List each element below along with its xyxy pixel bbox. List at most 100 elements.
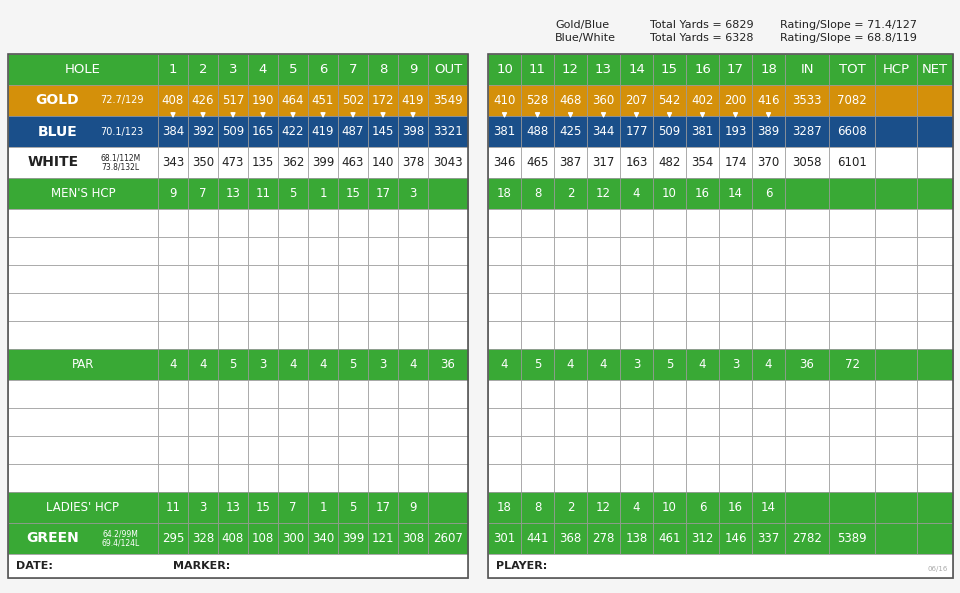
- Bar: [875, 380, 917, 408]
- Bar: [158, 209, 188, 237]
- Bar: [620, 349, 653, 380]
- Bar: [368, 209, 398, 237]
- Bar: [785, 293, 829, 321]
- Text: HOLE: HOLE: [65, 63, 101, 76]
- Bar: [308, 147, 338, 178]
- Bar: [158, 116, 188, 147]
- Bar: [488, 54, 521, 85]
- Text: 174: 174: [724, 156, 747, 169]
- Text: 4: 4: [633, 501, 640, 514]
- Bar: [158, 237, 188, 265]
- Bar: [829, 464, 875, 492]
- Bar: [719, 523, 752, 554]
- Bar: [521, 178, 554, 209]
- Bar: [752, 237, 785, 265]
- Bar: [338, 116, 368, 147]
- Text: 5: 5: [666, 358, 673, 371]
- Bar: [653, 54, 686, 85]
- Bar: [829, 147, 875, 178]
- Bar: [719, 436, 752, 464]
- Text: 73.8/132L: 73.8/132L: [102, 162, 139, 171]
- Bar: [428, 436, 468, 464]
- Text: 488: 488: [526, 125, 548, 138]
- Bar: [8, 85, 158, 116]
- Text: 15: 15: [255, 501, 271, 514]
- Bar: [917, 436, 953, 464]
- Bar: [521, 380, 554, 408]
- Bar: [620, 492, 653, 523]
- Bar: [488, 147, 521, 178]
- Bar: [554, 464, 587, 492]
- Text: 6: 6: [319, 63, 327, 76]
- Bar: [398, 54, 428, 85]
- Text: 2: 2: [566, 501, 574, 514]
- Bar: [653, 116, 686, 147]
- Bar: [829, 54, 875, 85]
- Bar: [554, 237, 587, 265]
- Bar: [398, 237, 428, 265]
- Text: 387: 387: [560, 156, 582, 169]
- Bar: [218, 293, 248, 321]
- Bar: [338, 492, 368, 523]
- Bar: [428, 265, 468, 293]
- Bar: [554, 54, 587, 85]
- Text: 70.1/123: 70.1/123: [101, 126, 144, 136]
- Bar: [488, 464, 521, 492]
- Bar: [308, 321, 338, 349]
- Text: 17: 17: [375, 187, 391, 200]
- Text: 8: 8: [379, 63, 387, 76]
- Bar: [686, 178, 719, 209]
- Text: 3: 3: [633, 358, 640, 371]
- Bar: [653, 293, 686, 321]
- Bar: [338, 380, 368, 408]
- Bar: [785, 178, 829, 209]
- Bar: [218, 178, 248, 209]
- Bar: [554, 492, 587, 523]
- Bar: [8, 380, 158, 408]
- Bar: [917, 523, 953, 554]
- Bar: [278, 178, 308, 209]
- Bar: [554, 147, 587, 178]
- Bar: [587, 349, 620, 380]
- Text: 300: 300: [282, 532, 304, 545]
- Text: 3: 3: [732, 358, 739, 371]
- Bar: [620, 321, 653, 349]
- Bar: [752, 54, 785, 85]
- Bar: [158, 321, 188, 349]
- Text: 426: 426: [192, 94, 214, 107]
- Text: DATE:: DATE:: [16, 561, 53, 571]
- Bar: [398, 380, 428, 408]
- Bar: [428, 492, 468, 523]
- Bar: [686, 464, 719, 492]
- Bar: [428, 408, 468, 436]
- Bar: [719, 147, 752, 178]
- Bar: [398, 178, 428, 209]
- Bar: [8, 436, 158, 464]
- Bar: [587, 408, 620, 436]
- Bar: [158, 492, 188, 523]
- Text: 17: 17: [727, 63, 744, 76]
- Bar: [248, 85, 278, 116]
- Bar: [752, 147, 785, 178]
- Bar: [8, 492, 158, 523]
- Bar: [554, 380, 587, 408]
- Bar: [188, 209, 218, 237]
- Bar: [368, 54, 398, 85]
- Bar: [368, 178, 398, 209]
- Bar: [398, 408, 428, 436]
- Text: 16: 16: [695, 187, 710, 200]
- Text: 121: 121: [372, 532, 395, 545]
- Text: 72.7/129: 72.7/129: [100, 95, 144, 106]
- Bar: [188, 436, 218, 464]
- Bar: [917, 209, 953, 237]
- Bar: [785, 349, 829, 380]
- Bar: [875, 408, 917, 436]
- Bar: [686, 349, 719, 380]
- Text: 381: 381: [691, 125, 713, 138]
- Text: 4: 4: [259, 63, 267, 76]
- Bar: [8, 54, 158, 85]
- Bar: [488, 116, 521, 147]
- Bar: [875, 436, 917, 464]
- Bar: [218, 321, 248, 349]
- Bar: [8, 147, 158, 178]
